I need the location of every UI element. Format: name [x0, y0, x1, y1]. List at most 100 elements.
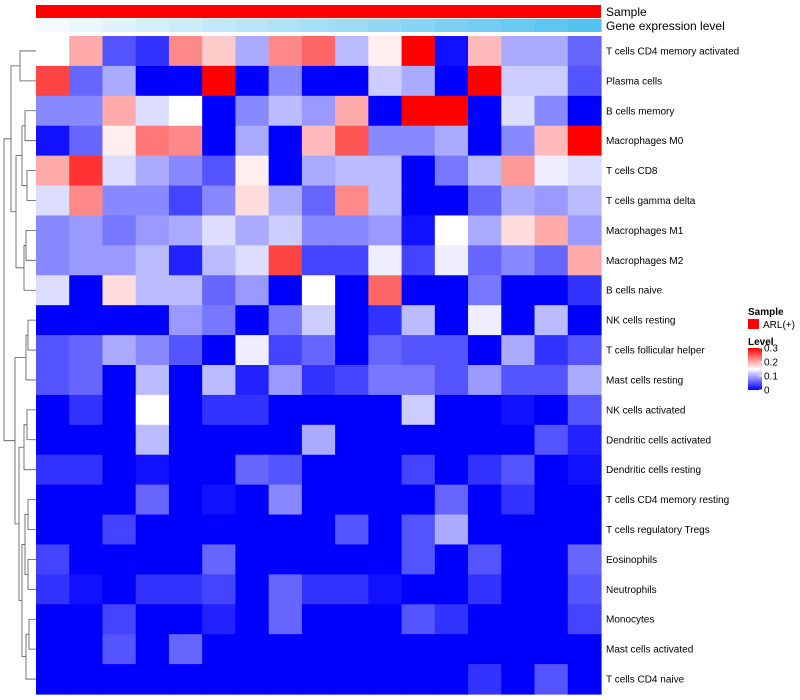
dendrogram-branch: [21, 125, 27, 186]
heatmap-cell: [368, 604, 403, 635]
heatmap-cell: [268, 634, 303, 665]
heatmap-cell: [36, 664, 70, 695]
annotation-label: Sample: [606, 5, 647, 19]
heatmap-cell: [135, 604, 170, 635]
heatmap-cell: [268, 155, 303, 187]
heatmap-cell: [368, 365, 403, 396]
heatmap-cell: [401, 394, 436, 426]
heatmap-cell: [534, 394, 569, 426]
heatmap-cell: [235, 95, 270, 127]
heatmap-cell: [168, 36, 203, 67]
heatmap-cell: [36, 125, 70, 157]
heatmap-cell: [368, 215, 403, 246]
heatmap-cell: [401, 275, 436, 306]
heatmap-cell: [69, 245, 104, 276]
heatmap-cell: [135, 365, 170, 396]
heatmap-cell: [135, 484, 170, 516]
heatmap-cell: [534, 245, 569, 276]
heatmap-cell: [335, 664, 369, 695]
dendrogram-branch: [25, 633, 36, 680]
heatmap-cell: [168, 574, 203, 605]
heatmap-cell: [102, 275, 137, 306]
heatmap-cell: [401, 574, 436, 605]
heatmap-cell: [301, 574, 336, 605]
heatmap-cell: [102, 514, 137, 546]
heatmap-cell: [301, 245, 336, 276]
heatmap-cell: [501, 185, 536, 217]
heatmap-cell: [69, 125, 104, 157]
heatmap-cell: [335, 424, 369, 456]
heatmap-cell: [135, 664, 170, 695]
heatmap-cell: [69, 275, 104, 306]
heatmap-cell: [36, 95, 70, 127]
heatmap-cell: [468, 365, 502, 396]
heatmap-cell: [235, 544, 270, 575]
heatmap-cell: [301, 544, 336, 575]
row-label: Mast cells resting: [606, 375, 683, 386]
heatmap-cell: [135, 424, 170, 456]
heatmap-cell: [102, 95, 137, 127]
heatmap-cell: [567, 36, 602, 67]
heatmap-cell: [102, 365, 137, 396]
expression-annotation-cell: [235, 19, 270, 32]
heatmap-cell: [168, 125, 203, 157]
heatmap-cell: [567, 125, 602, 157]
heatmap-cell: [135, 275, 170, 306]
heatmap-cell: [268, 125, 303, 157]
heatmap-cell: [301, 424, 336, 456]
heatmap-cell: [301, 215, 336, 246]
row-label: Dendritic cells activated: [606, 435, 711, 446]
heatmap-cell: [135, 215, 170, 246]
heatmap-cell: [301, 125, 336, 157]
heatmap-cell: [401, 484, 436, 516]
heatmap-cell: [301, 514, 336, 546]
row-label: NK cells activated: [606, 405, 685, 416]
heatmap-cell: [235, 634, 270, 665]
heatmap-cell: [36, 574, 70, 605]
heatmap-cell: [434, 245, 469, 276]
heatmap-cell: [401, 454, 436, 486]
heatmap-cell: [468, 424, 502, 456]
heatmap-cell: [102, 574, 137, 605]
dendrogram-branch: [3, 138, 15, 442]
heatmap-cell: [268, 544, 303, 575]
row-label: Plasma cells: [606, 76, 662, 87]
heatmap-cell: [401, 65, 436, 97]
heatmap-cell: [567, 215, 602, 246]
heatmap-cell: [368, 424, 403, 456]
heatmap-cell: [401, 305, 436, 336]
heatmap-cell: [69, 36, 104, 67]
heatmap-cell: [168, 305, 203, 336]
expression-annotation-cell: [335, 19, 369, 32]
heatmap-cell: [434, 664, 469, 695]
heatmap-cell: [567, 95, 602, 127]
heatmap-cell: [268, 365, 303, 396]
heatmap-cell: [301, 365, 336, 396]
heatmap-cell: [567, 365, 602, 396]
heatmap-cell: [434, 185, 469, 217]
heatmap-cell: [69, 424, 104, 456]
heatmap-cell: [202, 484, 237, 516]
heatmap-cell: [168, 394, 203, 426]
legend-sample-swatch: [748, 319, 759, 329]
heatmap-cell: [69, 335, 104, 366]
heatmap-cell: [168, 245, 203, 276]
expression-annotation-cell: [301, 19, 336, 32]
heatmap-cell: [368, 245, 403, 276]
row-label: Mast cells activated: [606, 645, 693, 656]
heatmap-cell: [202, 335, 237, 366]
expression-annotation-cell: [36, 19, 70, 32]
heatmap-cell: [102, 215, 137, 246]
heatmap-cell: [501, 365, 536, 396]
heatmap-cell: [36, 514, 70, 546]
heatmap-cell: [567, 335, 602, 366]
heatmap-cell: [235, 65, 270, 97]
heatmap-cell: [567, 275, 602, 306]
heatmap-cell: [501, 514, 536, 546]
heatmap-cell: [135, 514, 170, 546]
heatmap-cell: [69, 155, 104, 187]
annotation-bars: [36, 5, 602, 32]
heatmap-cell: [301, 664, 336, 695]
heatmap-cell: [102, 125, 137, 157]
heatmap-cell: [168, 275, 203, 306]
